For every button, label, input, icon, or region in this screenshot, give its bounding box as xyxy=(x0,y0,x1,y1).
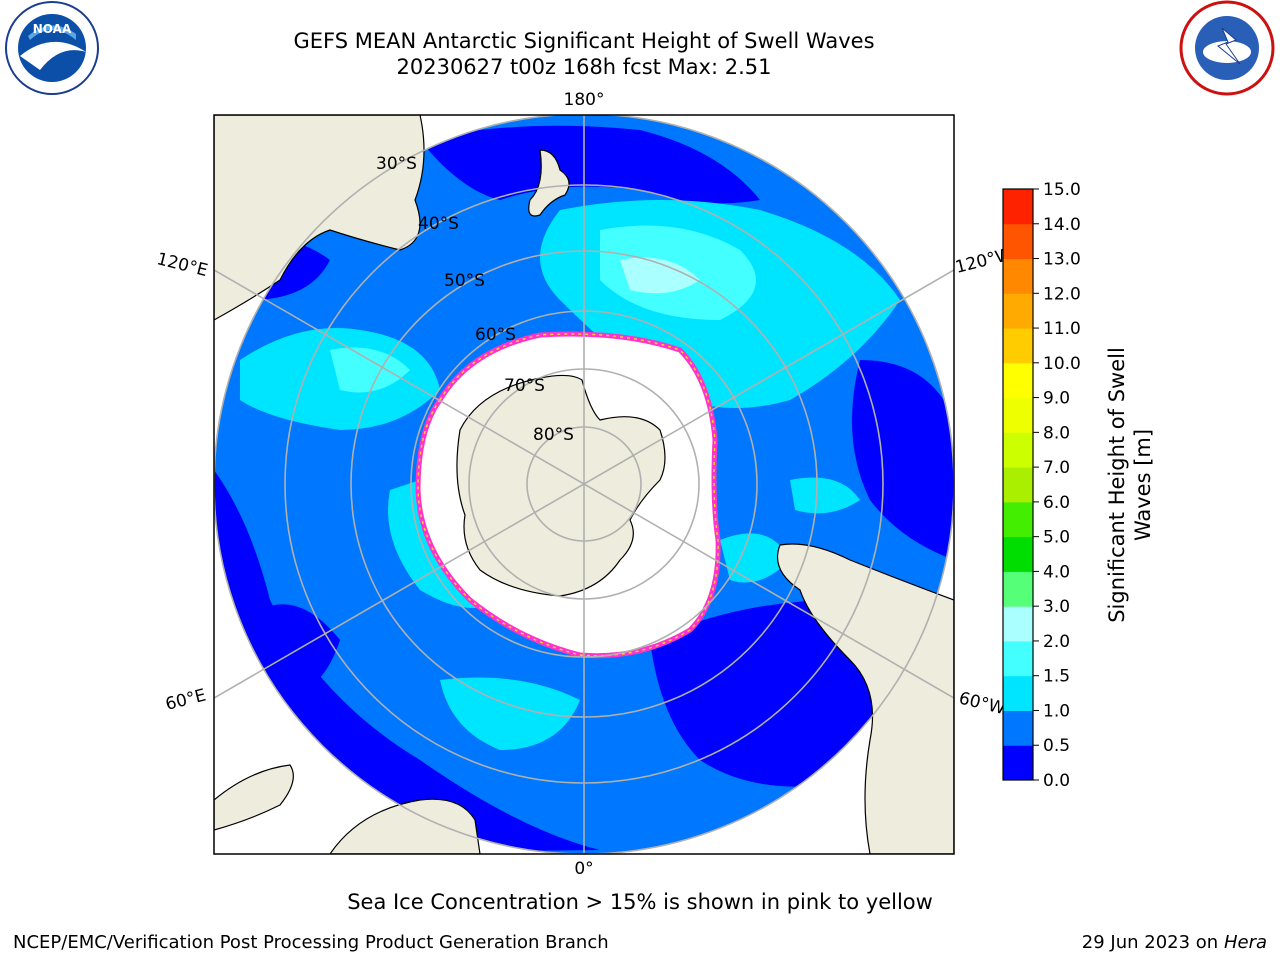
colorbar-tick-label: 11.0 xyxy=(1043,319,1081,339)
colorbar-bin xyxy=(1003,745,1033,781)
colorbar-tick-label: 7.0 xyxy=(1043,458,1070,478)
lat-label-60: 60°S xyxy=(475,325,516,345)
lon-label-120e: 120°E xyxy=(155,249,210,281)
colorbar-bin xyxy=(1003,328,1033,364)
colorbar-bin xyxy=(1003,362,1033,399)
map-frame xyxy=(213,114,955,855)
colorbar-title-line2: Waves [m] xyxy=(1131,429,1155,541)
date-text: 29 Jun 2023 on xyxy=(1081,932,1219,953)
colorbar-border xyxy=(1002,188,1034,781)
colorbar-bin xyxy=(1003,293,1033,329)
colorbar-bin xyxy=(1003,536,1033,572)
lon-label-180: 180° xyxy=(564,90,605,110)
map-area: 30°S 40°S 50°S 60°S 70°S 80°S xyxy=(214,115,954,854)
colorbar-bin xyxy=(1003,571,1033,607)
colorbar-bin xyxy=(1003,432,1033,468)
noaa-logo: NOAA xyxy=(5,1,99,95)
new-zealand-land xyxy=(528,149,570,217)
colorbar: 0.0 0.5 1.0 1.5 2.0 3.0 4.0 5.0 6.0 7.0 8.0 9.0 10.0… xyxy=(1002,180,1081,791)
colorbar-tick-label: 0.5 xyxy=(1043,736,1070,756)
madagascar-land xyxy=(214,764,294,831)
nws-logo xyxy=(1179,0,1275,96)
lat-label-50: 50°S xyxy=(444,271,485,291)
colorbar-tick-label: 4.0 xyxy=(1043,562,1070,582)
noaa-logo-text: NOAA xyxy=(33,22,72,36)
colorbar-tick-label: 2.0 xyxy=(1043,632,1070,652)
colorbar-tick-label: 1.5 xyxy=(1043,667,1070,687)
colorbar-tick-label: 12.0 xyxy=(1043,284,1081,304)
date-stamp: 29 Jun 2023 on Hera xyxy=(1082,932,1267,953)
lat-label-40: 40°S xyxy=(418,214,459,234)
colorbar-bin xyxy=(1003,258,1033,294)
colorbar-bin xyxy=(1003,223,1033,260)
antarctica-land xyxy=(456,374,666,597)
colorbar-tick-label: 0.0 xyxy=(1043,771,1070,791)
colorbar-tick-label: 9.0 xyxy=(1043,389,1070,409)
colorbar-tick-label: 10.0 xyxy=(1043,354,1081,374)
colorbar-tick-label: 13.0 xyxy=(1043,250,1081,270)
chart-subtitle: 20230627 t00z 168h fcst Max: 2.51 xyxy=(396,55,772,79)
lat-label-30: 30°S xyxy=(376,154,417,174)
chart-title: GEFS MEAN Antarctic Significant Height o… xyxy=(293,29,875,53)
machine-name: Hera xyxy=(1223,932,1267,953)
colorbar-tick-label: 5.0 xyxy=(1043,528,1070,548)
lon-label-60w: 60°W xyxy=(957,688,1008,719)
lat-label-80: 80°S xyxy=(533,425,574,445)
colorbar-bin xyxy=(1003,675,1033,711)
colorbar-bin xyxy=(1003,467,1033,503)
lat-label-70: 70°S xyxy=(504,376,545,396)
colorbar-title-line1: Significant Height of Swell xyxy=(1105,347,1129,623)
colorbar-tick-label: 15.0 xyxy=(1043,180,1081,200)
colorbar-bin xyxy=(1003,710,1033,746)
colorbar-bin xyxy=(1003,501,1033,538)
colorbar-bin xyxy=(1003,606,1033,642)
colorbar-bin xyxy=(1003,189,1033,225)
colorbar-tick-label: 6.0 xyxy=(1043,493,1070,513)
colorbar-bin xyxy=(1003,397,1033,433)
lon-label-60e: 60°E xyxy=(164,686,208,715)
credit-text: NCEP/EMC/Verification Post Processing Pr… xyxy=(13,932,609,953)
sea-ice-note: Sea Ice Concentration > 15% is shown in … xyxy=(347,890,933,914)
colorbar-tick-label: 1.0 xyxy=(1043,701,1070,721)
lon-label-0: 0° xyxy=(574,859,593,879)
colorbar-tick-label: 14.0 xyxy=(1043,215,1081,235)
colorbar-tick-label: 8.0 xyxy=(1043,423,1070,443)
africa-land xyxy=(329,798,481,854)
colorbar-bin xyxy=(1003,640,1033,677)
colorbar-tick-label: 3.0 xyxy=(1043,597,1070,617)
graticule xyxy=(214,115,954,854)
